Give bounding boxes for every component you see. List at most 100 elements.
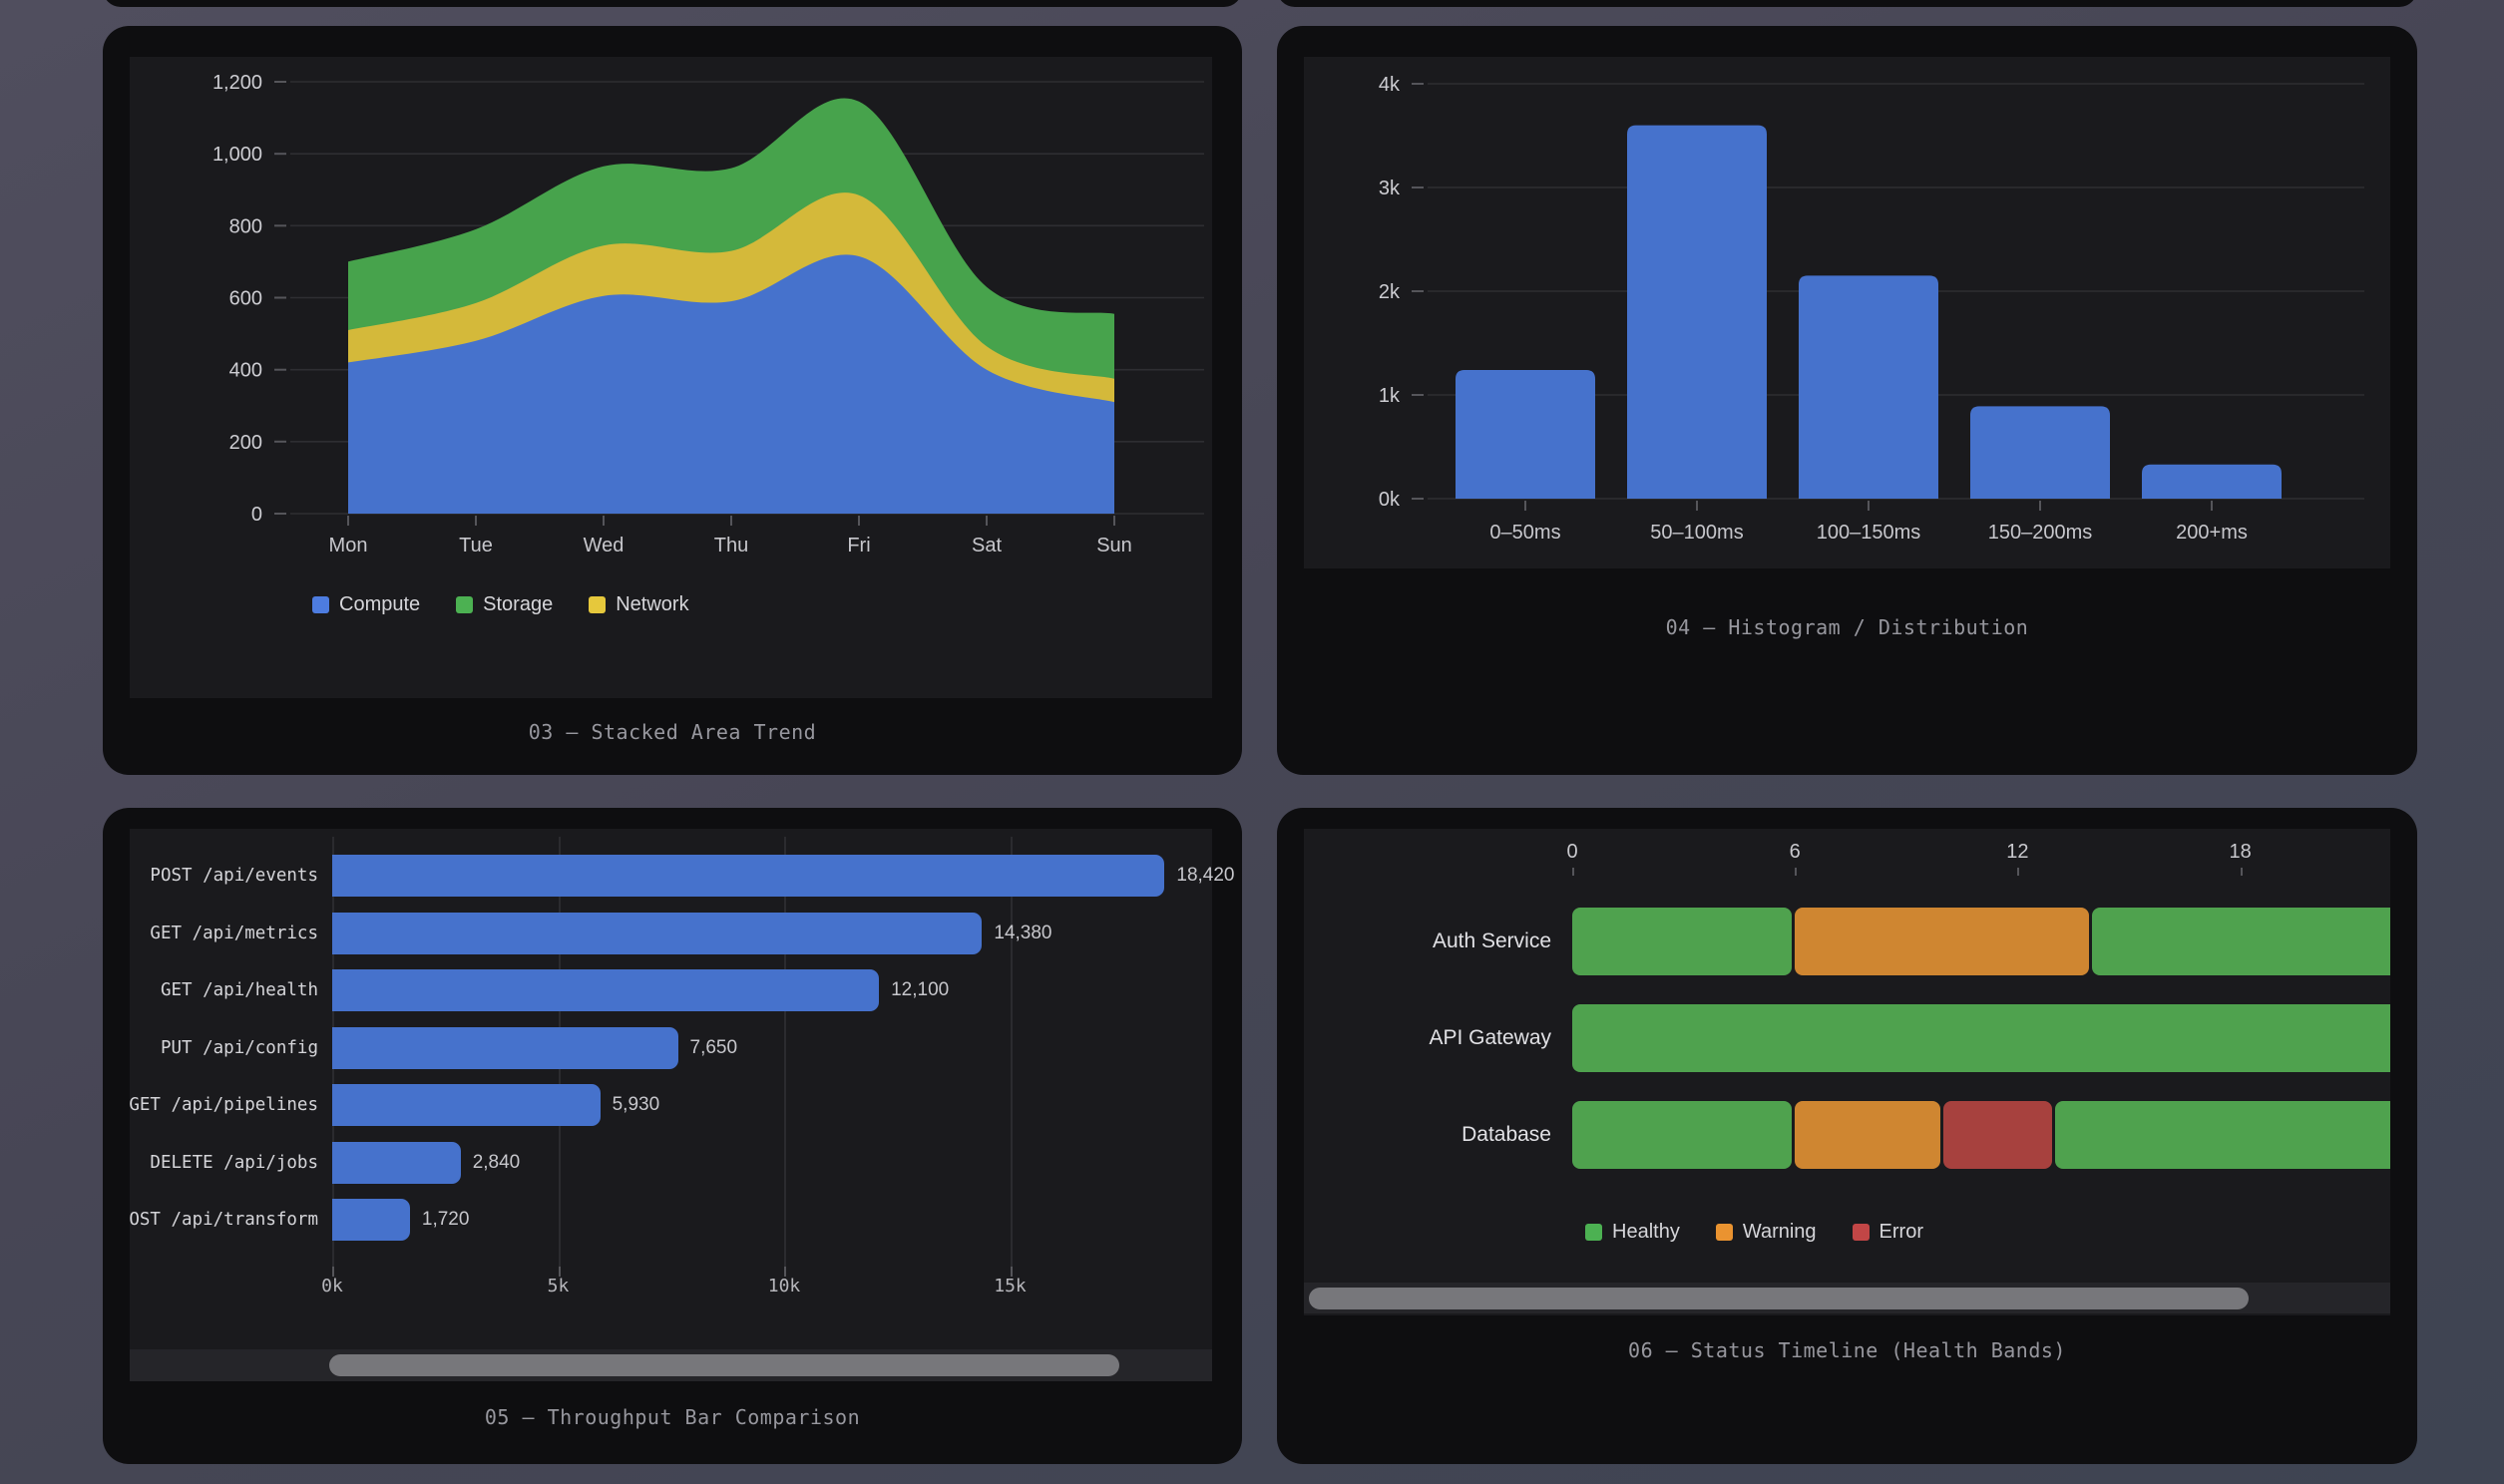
bar-value-label: 2,840	[472, 1151, 521, 1173]
panel-title: 05 — Throughput Bar Comparison	[484, 1405, 861, 1429]
throughput-bar	[332, 855, 1165, 897]
endpoint-label: POST /api/events	[150, 866, 318, 886]
panel-05-throughput-bars: 0k 5k 10k 15k POST /api/events 18,420 GET /api…	[103, 808, 1242, 1464]
legend-item-warning[interactable]: Warning	[1715, 1221, 1817, 1244]
histogram-bar	[1627, 125, 1767, 499]
legend-label: Network	[616, 593, 689, 615]
compute-swatch-icon	[312, 596, 329, 613]
endpoint-label-box: GET /api/pipelines	[130, 1084, 318, 1126]
histogram-bar	[1799, 275, 1938, 499]
y-tick-label: 0	[251, 504, 262, 526]
throughput-bar	[332, 1026, 678, 1069]
hbar-chart: 0k 5k 10k 15k POST /api/events 18,420 GET /api…	[130, 829, 1235, 1381]
gridline	[1010, 837, 1013, 1267]
endpoint-label-box: GET /api/metrics	[130, 913, 318, 954]
status-band-warning	[1795, 1101, 1940, 1169]
y-tick-label: 600	[229, 288, 262, 310]
x-axis-tick	[332, 1267, 334, 1277]
endpoint-label-box: PUT /api/config	[130, 1027, 318, 1069]
stacked-area-canvas: 1,200 1,000 800 600 400 200 0 Mon Tue Wed Thu Fri Sa…	[212, 72, 1204, 556]
endpoint-label-box: DELETE /api/jobs	[130, 1142, 318, 1184]
card-above-right	[1277, 0, 2417, 7]
x-axis-tick	[1010, 1267, 1013, 1277]
legend-item-error[interactable]: Error	[1852, 1221, 1923, 1244]
time-axis-tick	[2240, 868, 2243, 876]
hbar-plot: 0k 5k 10k 15k POST /api/events 18,420 GET /api…	[130, 829, 1235, 1349]
status-band-warning	[1795, 908, 2089, 975]
y-tick-label: 1k	[1379, 385, 1401, 407]
histogram-bar	[1970, 406, 2110, 499]
y-tick-label: 1,000	[212, 144, 262, 166]
horizontal-scrollbar[interactable]	[1304, 1283, 2390, 1313]
panel-06-status-timeline: 0 6 12 18 Auth Service API Gateway Database He…	[1277, 808, 2417, 1464]
panel-04-histogram: 4k 3k 2k 1k 0k 0–50ms 50–100ms 100–150ms 150–200…	[1277, 26, 2417, 775]
legend-item-storage[interactable]: Storage	[456, 593, 553, 616]
x-tick-label: 150–200ms	[1988, 522, 2093, 544]
histogram-bar	[1456, 370, 1595, 499]
endpoint-label-box: POST /api/events	[130, 855, 318, 897]
x-tick-label: 100–150ms	[1817, 522, 1921, 544]
scrollbar-thumb[interactable]	[329, 1354, 1119, 1376]
service-row-label: API Gateway	[1429, 1026, 1551, 1049]
y-tick-label: 800	[229, 215, 262, 237]
legend-item-compute[interactable]: Compute	[312, 593, 420, 616]
x-tick-label: 50–100ms	[1650, 522, 1743, 544]
bar-value-label: 14,380	[994, 922, 1052, 943]
y-tick-label: 200	[229, 432, 262, 454]
throughput-bar	[332, 1084, 601, 1126]
endpoint-label: PUT /api/config	[160, 1037, 318, 1058]
status-band-healthy	[2054, 1101, 2390, 1169]
bar-value-label: 1,720	[421, 1209, 470, 1230]
time-axis-label: 0	[1566, 841, 1578, 863]
status-band-healthy	[1572, 1004, 2390, 1072]
histogram-bar	[2142, 464, 2282, 499]
histogram-canvas: 4k 3k 2k 1k 0k 0–50ms 50–100ms 100–150ms 150–200…	[1379, 74, 2364, 544]
storage-swatch-icon	[456, 596, 474, 613]
throughput-bar	[332, 912, 983, 954]
time-axis-label: 6	[1789, 841, 1801, 863]
throughput-bar	[332, 969, 880, 1011]
histogram-chart: 4k 3k 2k 1k 0k 0–50ms 50–100ms 100–150ms 150–200…	[1304, 57, 2390, 568]
x-tick-label: 15k	[994, 1276, 1027, 1297]
status-band-error	[1943, 1101, 2052, 1169]
healthy-swatch-icon	[1585, 1224, 1602, 1241]
y-tick-label: 3k	[1379, 178, 1401, 199]
y-tick-label: 4k	[1379, 74, 1401, 96]
legend-item-network[interactable]: Network	[589, 593, 689, 616]
time-axis-label: 12	[2006, 841, 2029, 863]
time-axis-tick	[2017, 868, 2020, 876]
endpoint-label-box: POST /api/transform	[130, 1199, 318, 1241]
endpoint-label: GET /api/pipelines	[130, 1095, 318, 1115]
x-axis-tick	[784, 1267, 786, 1277]
status-band-healthy	[1572, 908, 1793, 975]
y-tick-label: 0k	[1379, 489, 1401, 511]
x-axis-tick	[558, 1267, 561, 1277]
x-tick-label: Tue	[459, 535, 493, 556]
throughput-bar	[332, 1141, 461, 1184]
bar-value-label: 5,930	[612, 1094, 660, 1115]
y-tick-label: 2k	[1379, 281, 1401, 303]
endpoint-label-box: GET /api/health	[130, 969, 318, 1011]
bar-value-label: 12,100	[891, 979, 950, 1000]
warning-swatch-icon	[1715, 1224, 1733, 1241]
legend-item-healthy[interactable]: Healthy	[1585, 1221, 1680, 1244]
endpoint-label: GET /api/metrics	[150, 923, 318, 943]
area-series-compute	[348, 254, 1114, 514]
legend-label: Healthy	[1612, 1221, 1680, 1243]
endpoint-label: GET /api/health	[160, 980, 318, 1000]
legend-label: Warning	[1742, 1221, 1817, 1243]
y-tick-label: 400	[229, 360, 262, 382]
x-tick-label: Sun	[1096, 535, 1132, 556]
panel-title: 04 — Histogram / Distribution	[1665, 615, 2029, 639]
service-row-label: Database	[1461, 1123, 1551, 1146]
endpoint-label: DELETE /api/jobs	[150, 1152, 318, 1173]
x-tick-label: 5k	[547, 1276, 570, 1297]
timeline-chart: 0 6 12 18 Auth Service API Gateway Database He…	[1304, 829, 2390, 1315]
bar-value-label: 7,650	[689, 1036, 738, 1058]
legend-label: Error	[1878, 1221, 1923, 1243]
scrollbar-thumb[interactable]	[1309, 1288, 2249, 1309]
x-tick-label: Mon	[329, 535, 368, 556]
horizontal-scrollbar[interactable]	[130, 1349, 1212, 1381]
panel-title: 06 — Status Timeline (Health Bands)	[1628, 1338, 2066, 1362]
x-tick-label: Thu	[714, 535, 748, 556]
